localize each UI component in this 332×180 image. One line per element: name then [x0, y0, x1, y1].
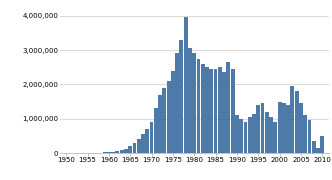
Bar: [226, 62, 230, 153]
Bar: [278, 102, 282, 153]
Bar: [290, 86, 294, 153]
Bar: [197, 59, 201, 153]
Bar: [145, 129, 149, 153]
Bar: [107, 152, 111, 153]
Bar: [320, 136, 324, 153]
Bar: [231, 69, 234, 153]
Bar: [274, 122, 277, 153]
Bar: [162, 88, 166, 153]
Bar: [201, 64, 205, 153]
Bar: [137, 139, 141, 153]
Bar: [312, 141, 316, 153]
Bar: [235, 115, 239, 153]
Bar: [299, 103, 303, 153]
Bar: [303, 115, 307, 153]
Bar: [192, 53, 196, 153]
Bar: [282, 103, 286, 153]
Bar: [248, 117, 252, 153]
Bar: [120, 150, 124, 153]
Bar: [295, 91, 298, 153]
Bar: [243, 122, 247, 153]
Bar: [269, 117, 273, 153]
Bar: [307, 120, 311, 153]
Bar: [256, 105, 260, 153]
Bar: [154, 108, 158, 153]
Bar: [180, 40, 183, 153]
Bar: [209, 69, 213, 153]
Bar: [261, 103, 265, 153]
Bar: [239, 119, 243, 153]
Bar: [184, 17, 188, 153]
Bar: [252, 114, 256, 153]
Bar: [158, 95, 162, 153]
Bar: [111, 152, 115, 153]
Bar: [116, 151, 119, 153]
Bar: [128, 146, 132, 153]
Bar: [150, 122, 153, 153]
Bar: [265, 112, 269, 153]
Bar: [171, 71, 175, 153]
Bar: [124, 148, 128, 153]
Bar: [316, 148, 320, 153]
Bar: [205, 67, 209, 153]
Bar: [103, 152, 107, 153]
Bar: [222, 72, 226, 153]
Bar: [175, 53, 179, 153]
Bar: [286, 105, 290, 153]
Bar: [218, 67, 222, 153]
Bar: [213, 69, 217, 153]
Bar: [132, 143, 136, 153]
Bar: [188, 48, 192, 153]
Bar: [167, 81, 171, 153]
Bar: [141, 134, 145, 153]
